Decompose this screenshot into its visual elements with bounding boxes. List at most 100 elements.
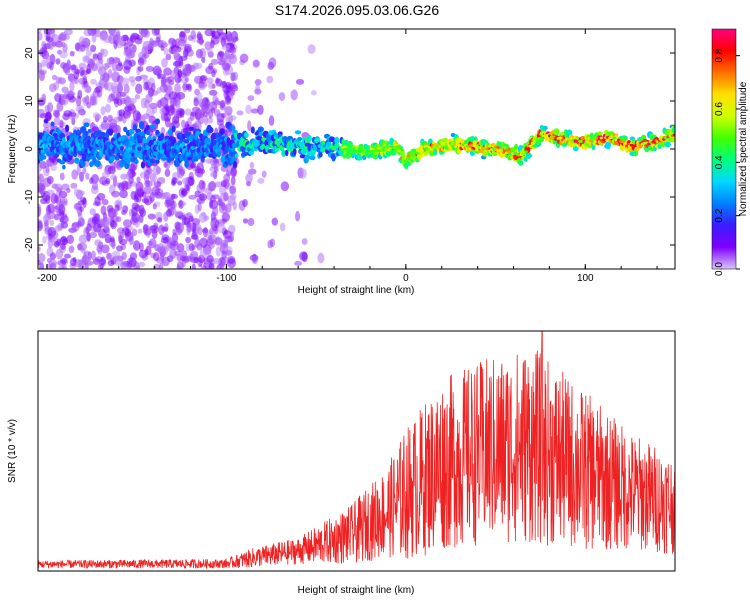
spectrogram-cell bbox=[38, 62, 43, 72]
spectrogram-cell bbox=[117, 61, 123, 67]
spectrogram-cell bbox=[105, 227, 111, 236]
spectrogram-cell bbox=[230, 193, 237, 200]
spectrogram-cell bbox=[147, 213, 157, 220]
spectrogram-cell bbox=[135, 83, 143, 95]
spectrogram-cell bbox=[164, 117, 171, 128]
spectrogram-cell bbox=[230, 176, 236, 186]
spectrogram-cell bbox=[94, 239, 102, 247]
spectrogram-cell bbox=[130, 190, 137, 200]
spectrogram-cell bbox=[92, 112, 101, 120]
spectrogram-cell bbox=[61, 94, 69, 106]
spectrogram-cell bbox=[185, 236, 192, 244]
spectrogram-cell bbox=[95, 60, 104, 72]
spectrogram-cell bbox=[137, 51, 144, 60]
spectrogram-cell bbox=[201, 103, 210, 113]
spectrogram-cell bbox=[129, 49, 136, 59]
spectrogram-cell bbox=[134, 188, 142, 196]
spectrogram-cell bbox=[45, 165, 50, 174]
spectrogram-cell bbox=[126, 170, 133, 181]
spectrogram-cell bbox=[309, 155, 316, 161]
spectrogram-cell bbox=[132, 124, 138, 131]
spectrogram-cell bbox=[76, 164, 81, 176]
spectrogram-cell bbox=[356, 153, 363, 161]
spectrogram-cell bbox=[87, 128, 92, 133]
spectrogram-cell bbox=[196, 182, 206, 194]
spectrogram-cell bbox=[39, 262, 45, 269]
spectrogram-cell bbox=[49, 29, 56, 39]
spectrogram-cell bbox=[132, 110, 141, 121]
spectrogram-cell bbox=[290, 89, 298, 101]
snr-xlabel: Height of straight line (km) bbox=[298, 585, 415, 596]
spectrogram-cell bbox=[189, 162, 197, 169]
spectrogram-cell bbox=[116, 91, 122, 101]
spectrogram-cell bbox=[211, 162, 218, 169]
spectrogram-cell bbox=[98, 150, 104, 158]
spectrogram-cell bbox=[38, 245, 41, 252]
spectrogram-cell bbox=[572, 146, 579, 152]
spectrogram-cell bbox=[60, 221, 69, 229]
spectrogram-cell bbox=[137, 65, 144, 72]
spectrogram-cell bbox=[42, 235, 47, 244]
spectrogram-cell bbox=[89, 93, 96, 101]
spectrogram-cell bbox=[161, 58, 168, 68]
spectrogram-cell bbox=[145, 124, 151, 130]
spectrogram-cell bbox=[66, 188, 71, 194]
spectrogram-cell bbox=[194, 190, 201, 198]
spectrogram-cell bbox=[153, 181, 162, 188]
spectrogram-cell bbox=[225, 249, 233, 257]
spectrogram-cell bbox=[149, 159, 156, 164]
spectrogram-cell bbox=[194, 120, 202, 131]
spectrogram-cell bbox=[221, 80, 227, 88]
spectrogram-cell bbox=[535, 138, 539, 142]
colorbar: 0.0 0.2 0.4 0.6 0.8 Normalized spectral ampl… bbox=[711, 28, 749, 276]
spectrogram-cell bbox=[206, 231, 215, 242]
spectrogram-cell bbox=[156, 100, 162, 108]
spectrogram-cell bbox=[53, 116, 61, 126]
spectrogram-cell bbox=[45, 55, 53, 66]
spectrogram-cell bbox=[38, 99, 46, 106]
spectrogram-cell bbox=[199, 193, 208, 201]
spectrogram-cell bbox=[232, 71, 239, 81]
spectrogram-cell bbox=[43, 212, 51, 222]
spectrogram-cell bbox=[215, 132, 220, 139]
spectrogram-cell bbox=[179, 31, 186, 38]
spectrogram-cell bbox=[123, 59, 133, 71]
spectrogram-cell bbox=[218, 100, 226, 107]
spectrogram-cell bbox=[38, 253, 46, 263]
spectrogram-cell bbox=[243, 132, 249, 138]
spectrogram-cell bbox=[172, 228, 177, 236]
spectrogram-cell bbox=[126, 261, 133, 269]
spectrogram-cell bbox=[85, 172, 90, 180]
spectrogram-cell bbox=[46, 189, 55, 196]
spectrogram-cell bbox=[137, 228, 143, 234]
spectrogram-cell bbox=[170, 193, 178, 200]
spectrogram-cell bbox=[57, 259, 67, 266]
spectrogram-cell bbox=[123, 126, 128, 133]
snr-ytick-label: 0 bbox=[0, 0, 3, 3]
spectrogram-cell bbox=[151, 29, 160, 36]
spectrogram-cell bbox=[558, 136, 563, 140]
spectrogram-cell bbox=[151, 186, 160, 196]
spectrogram-cell bbox=[175, 227, 183, 235]
spectrogram-cell bbox=[563, 139, 567, 143]
spectrogram-cell bbox=[70, 257, 77, 267]
spectrogram-cell bbox=[188, 194, 197, 200]
spectrogram-cell bbox=[119, 189, 128, 199]
spectrogram-cell bbox=[524, 150, 528, 154]
spectrogram-cell bbox=[153, 222, 159, 230]
spectrogram-cell bbox=[48, 259, 58, 267]
spectrogram-cell bbox=[169, 242, 179, 251]
spectrogram-cell bbox=[197, 202, 202, 212]
spectrogram-cell bbox=[58, 190, 68, 199]
spectrogram-cell bbox=[190, 111, 197, 117]
spectrogram-cell bbox=[195, 48, 203, 59]
spectrogram-cell bbox=[410, 156, 414, 160]
spectrogram-cell bbox=[79, 44, 86, 52]
spectrogram-cell bbox=[204, 29, 214, 37]
spectrogram-cell bbox=[79, 171, 85, 182]
spectrogram-cell bbox=[164, 168, 171, 177]
spectrogram-cell bbox=[251, 255, 259, 265]
spectrogram-cell bbox=[190, 30, 197, 40]
spectrogram-cell bbox=[138, 249, 148, 259]
